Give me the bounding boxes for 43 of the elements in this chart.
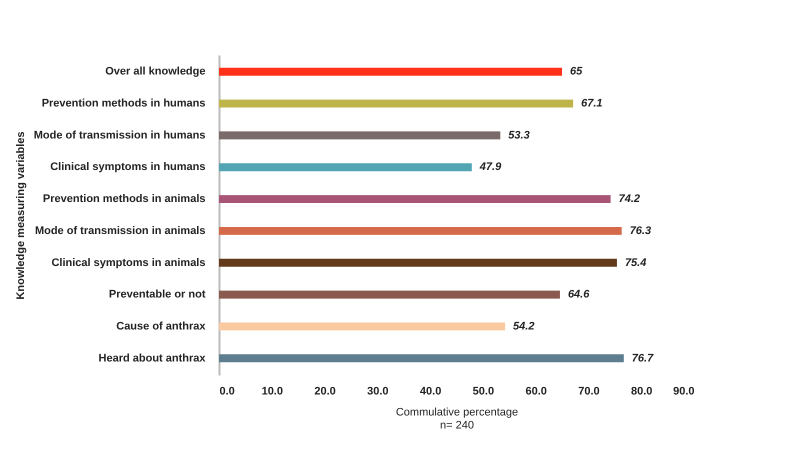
bar — [219, 100, 574, 108]
y-tick-label: Heard about anthrax — [98, 352, 206, 364]
text: n= 240 — [440, 420, 474, 432]
x-tick-label: 80.0 — [631, 386, 652, 398]
data-label: 76.7 — [632, 352, 654, 364]
data-label: 54.2 — [513, 320, 534, 332]
y-tick-label: Clinical symptoms in animals — [51, 256, 206, 269]
y-tick-label: Cause of anthrax — [116, 320, 206, 332]
data-label: 65 — [570, 66, 584, 78]
data-label: 67.1 — [581, 98, 603, 110]
bar — [219, 163, 472, 172]
data-label: 53.3 — [508, 129, 530, 142]
bar — [219, 195, 611, 204]
x-tick-label: 60.0 — [525, 386, 547, 398]
bar — [219, 354, 624, 362]
y-tick-label: Prevention methods in humans — [42, 98, 206, 110]
data-label: 75.4 — [624, 256, 646, 269]
bar — [219, 290, 560, 299]
data-label: 76.3 — [630, 224, 652, 237]
y-axis-title: Knowledge measuring variables — [14, 131, 27, 300]
x-tick-label: 70.0 — [578, 386, 600, 398]
x-tick-label: 10.0 — [262, 386, 283, 398]
x-tick-label: 90.0 — [673, 386, 694, 398]
bar — [219, 322, 506, 330]
bar — [219, 226, 622, 235]
y-tick-label: Clinical symptoms in humans — [50, 161, 206, 174]
y-tick-label: Preventable or not — [108, 288, 206, 301]
bar — [219, 68, 562, 76]
y-tick-label: Mode of transmission in humans — [34, 129, 206, 142]
y-tick-label: Over all knowledge — [105, 66, 206, 78]
bar — [219, 258, 617, 267]
bar — [219, 131, 500, 140]
y-tick-label: Prevention methods in animals — [42, 193, 206, 206]
data-label: 74.2 — [618, 193, 640, 206]
y-tick-label: Mode of transmission in animals — [34, 224, 206, 237]
x-tick-label: 20.0 — [314, 386, 336, 398]
data-label: 47.9 — [478, 161, 502, 174]
x-tick-label: 0.0 — [220, 386, 235, 398]
x-tick-label: 50.0 — [472, 386, 494, 398]
x-tick-label: 40.0 — [420, 386, 442, 398]
x-tick-label: 30.0 — [367, 386, 389, 398]
data-label: 64.6 — [568, 288, 590, 301]
x-axis-title: Commulative percentage — [396, 406, 518, 418]
